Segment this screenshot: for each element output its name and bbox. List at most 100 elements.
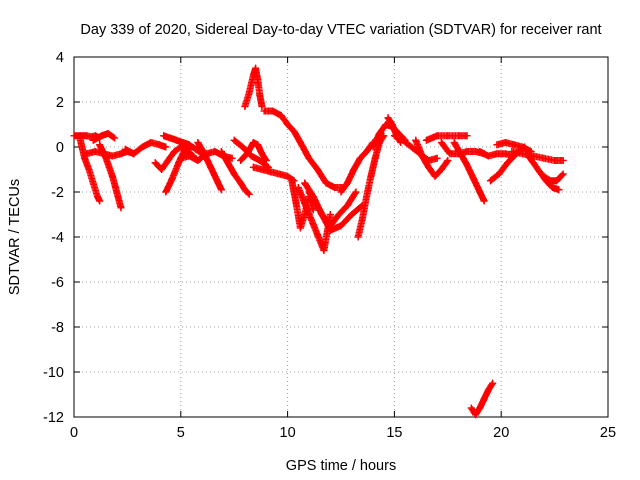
data-point xyxy=(187,143,195,151)
data-point xyxy=(258,103,266,110)
series-arc-d2 xyxy=(294,184,334,254)
data-point xyxy=(472,411,480,419)
data-point xyxy=(241,186,249,194)
data-point xyxy=(484,386,492,394)
data-point xyxy=(412,136,420,144)
data-point xyxy=(108,172,116,180)
x-tick-label: 0 xyxy=(70,425,78,441)
data-point xyxy=(213,177,221,185)
data-point xyxy=(489,379,497,387)
data-point xyxy=(284,172,292,180)
data-point xyxy=(217,186,225,194)
data-point xyxy=(296,139,304,146)
data-point xyxy=(314,166,322,173)
data-point xyxy=(111,134,119,142)
data-point xyxy=(437,166,445,173)
series-arc-f4 xyxy=(508,148,567,164)
data-point xyxy=(81,154,89,162)
data-point xyxy=(104,130,112,137)
data-point xyxy=(316,206,324,214)
data-point xyxy=(326,226,334,234)
data-point xyxy=(260,107,268,115)
data-point xyxy=(335,211,343,218)
data-point xyxy=(290,127,298,135)
data-point xyxy=(170,148,178,155)
data-point xyxy=(292,199,300,207)
data-point xyxy=(546,177,554,185)
data-point xyxy=(559,170,567,178)
data-point xyxy=(331,184,339,191)
data-point xyxy=(484,152,492,160)
data-point xyxy=(350,166,358,173)
data-point xyxy=(262,157,270,164)
series-arc-b1 xyxy=(121,139,170,158)
data-point xyxy=(354,233,362,241)
data-point xyxy=(437,139,445,146)
data-point xyxy=(254,141,262,149)
data-point xyxy=(480,197,488,205)
data-point xyxy=(175,159,183,167)
data-point xyxy=(476,188,484,196)
data-point xyxy=(83,132,91,140)
series-arc-e5 xyxy=(450,139,488,205)
data-point xyxy=(519,143,527,151)
data-point xyxy=(446,150,454,158)
series-arc-b7 xyxy=(217,148,253,198)
data-point xyxy=(277,112,285,119)
data-point xyxy=(254,76,262,83)
data-point xyxy=(102,154,110,162)
data-point xyxy=(348,211,356,218)
data-point xyxy=(224,159,232,167)
data-point xyxy=(245,89,253,97)
data-point xyxy=(390,132,398,140)
data-point xyxy=(179,139,187,146)
series-arc-e6 xyxy=(467,379,497,419)
data-point xyxy=(207,163,215,171)
data-point xyxy=(158,166,166,173)
data-point xyxy=(258,166,266,173)
data-point xyxy=(166,134,174,142)
data-point xyxy=(555,186,563,194)
data-point xyxy=(275,170,283,178)
data-point xyxy=(258,150,266,158)
y-axis-label: SDTVAR / TECUs xyxy=(7,179,23,295)
data-point xyxy=(388,121,396,128)
y-tick-label: -6 xyxy=(51,275,64,291)
data-point xyxy=(168,175,176,182)
data-point xyxy=(358,215,366,223)
data-point xyxy=(237,179,245,187)
data-point xyxy=(89,136,97,144)
data-point xyxy=(305,188,313,196)
data-point xyxy=(151,159,159,167)
series-arc-d6 xyxy=(354,132,388,241)
data-point xyxy=(162,143,170,151)
data-point xyxy=(113,188,121,196)
data-point xyxy=(284,121,292,128)
data-point xyxy=(493,141,501,149)
data-point xyxy=(305,154,313,162)
data-point xyxy=(314,231,322,239)
data-point xyxy=(117,150,125,158)
data-point xyxy=(117,204,125,212)
y-tick-label: -12 xyxy=(43,410,64,426)
data-point xyxy=(230,170,238,178)
data-point xyxy=(307,215,315,223)
data-point xyxy=(288,177,296,185)
series-arc-e2 xyxy=(412,136,452,180)
data-point xyxy=(96,141,104,149)
data-point xyxy=(147,139,155,146)
data-point xyxy=(89,179,97,187)
data-point xyxy=(249,163,257,171)
chart-title: Day 339 of 2020, Sidereal Day-to-day VTE… xyxy=(80,22,601,38)
data-point xyxy=(200,150,208,158)
data-point xyxy=(296,224,304,232)
data-point xyxy=(108,152,116,160)
data-point xyxy=(343,202,351,209)
data-point xyxy=(91,148,99,155)
data-point xyxy=(431,172,439,180)
data-point xyxy=(70,132,78,140)
data-point xyxy=(343,179,351,187)
x-tick-label: 5 xyxy=(177,425,185,441)
data-point xyxy=(480,395,488,403)
data-point xyxy=(504,159,512,167)
